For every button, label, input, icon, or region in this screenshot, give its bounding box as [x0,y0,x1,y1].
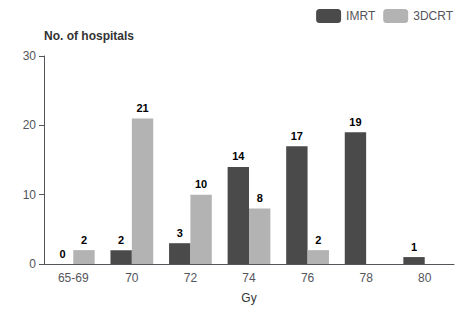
svg-text:14: 14 [232,150,245,162]
svg-text:8: 8 [257,192,263,204]
svg-text:80: 80 [418,271,432,285]
svg-text:20: 20 [23,118,37,132]
svg-text:1: 1 [411,241,417,253]
svg-text:No. of hospitals: No. of hospitals [44,29,134,43]
svg-text:76: 76 [301,271,315,285]
svg-text:3: 3 [177,227,183,239]
svg-text:IMRT: IMRT [346,9,376,23]
svg-text:72: 72 [184,271,198,285]
svg-text:10: 10 [195,178,207,190]
svg-text:2: 2 [315,234,321,246]
svg-text:10: 10 [23,188,37,202]
svg-text:2: 2 [81,234,87,246]
svg-text:0: 0 [60,248,66,260]
svg-text:19: 19 [349,116,361,128]
svg-text:21: 21 [136,102,148,114]
svg-text:70: 70 [125,271,139,285]
svg-text:30: 30 [23,49,37,63]
svg-text:0: 0 [29,257,36,271]
svg-text:2: 2 [118,234,124,246]
svg-text:Gy: Gy [241,291,256,305]
svg-text:65-69: 65-69 [58,271,89,285]
svg-text:74: 74 [242,271,256,285]
svg-text:17: 17 [291,130,303,142]
svg-text:78: 78 [359,271,373,285]
svg-text:3DCRT: 3DCRT [413,9,453,23]
